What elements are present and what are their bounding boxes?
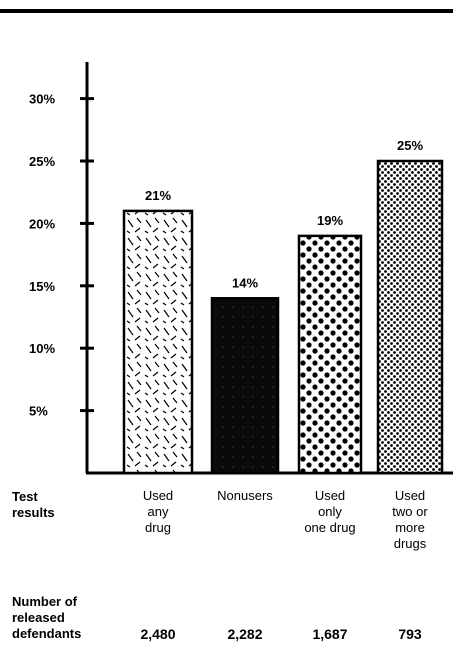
row-header-test-results: Test results <box>12 489 55 521</box>
defendants-header-line: released <box>12 610 65 625</box>
count-nonusers: 2,282 <box>227 626 263 642</box>
y-tick-label: 20% <box>29 216 55 231</box>
bar-used-two-or-more <box>376 159 444 475</box>
bar-value-label: 25% <box>397 138 423 153</box>
category-label: Used any drug <box>143 488 173 535</box>
category-label: Nonusers <box>217 488 273 503</box>
count-two-or-more: 793 <box>398 626 422 642</box>
count-any-drug: 2,480 <box>140 626 176 642</box>
defendants-header: Number of released defendants <box>12 594 81 642</box>
count-one-drug: 1,687 <box>312 626 348 642</box>
top-rule <box>0 9 453 13</box>
bar-value-label: 21% <box>145 188 171 203</box>
defendants-header-line: Number of <box>12 594 77 609</box>
y-tick-label: 5% <box>29 404 48 419</box>
category-labels: Used any drug Nonusers Used only one drug Used t… <box>143 488 429 551</box>
y-tick-label: 15% <box>29 279 55 294</box>
row-header-line: results <box>12 505 55 520</box>
bar-value-label: 14% <box>232 275 258 290</box>
bars: 21% 14% 19% 25% <box>122 138 444 475</box>
y-axis-ticks: 5% 10% 15% 20% 25% 30% <box>29 92 94 419</box>
y-tick-label: 30% <box>29 92 55 107</box>
category-label: Used only one drug <box>304 488 355 535</box>
category-label: Used two or more drugs <box>392 488 428 551</box>
defendants-header-line: defendants <box>12 626 82 641</box>
y-tick-label: 25% <box>29 154 55 169</box>
bar-chart: 5% 10% 15% 20% 25% 30% 21% 14% 19% 25% Used any dr… <box>29 62 453 551</box>
bar-used-any-drug <box>122 209 194 475</box>
bar-value-label: 19% <box>317 213 343 228</box>
bar-nonusers <box>210 297 280 475</box>
row-header-line: Test <box>12 489 38 504</box>
bar-used-one-drug <box>297 234 363 475</box>
y-tick-label: 10% <box>29 341 55 356</box>
